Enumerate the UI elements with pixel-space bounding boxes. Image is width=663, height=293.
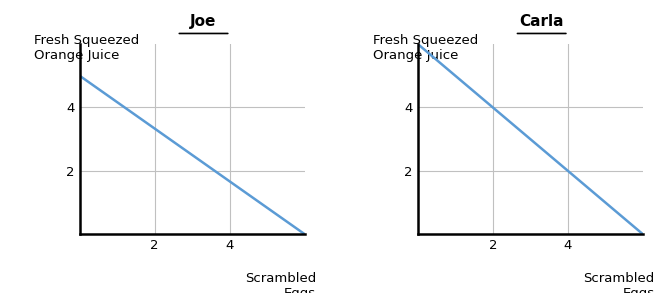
X-axis label: Scrambled
Eggs: Scrambled Eggs xyxy=(583,272,654,293)
Text: Carla: Carla xyxy=(519,14,564,29)
Y-axis label: Fresh Squeezed
Orange Juice: Fresh Squeezed Orange Juice xyxy=(373,35,478,62)
Text: Joe: Joe xyxy=(190,14,217,29)
X-axis label: Scrambled
Eggs: Scrambled Eggs xyxy=(245,272,316,293)
Y-axis label: Fresh Squeezed
Orange Juice: Fresh Squeezed Orange Juice xyxy=(34,35,140,62)
